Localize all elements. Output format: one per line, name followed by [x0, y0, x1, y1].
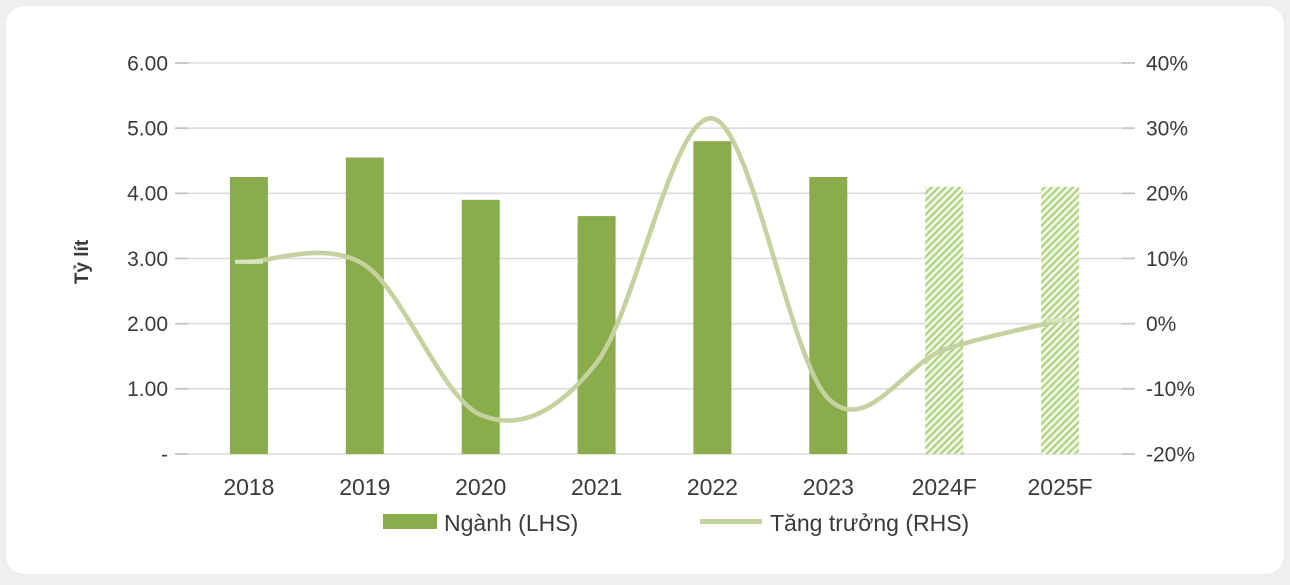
- right-axis-tick-label: 30%: [1146, 118, 1188, 141]
- x-axis-label-2020: 2020: [455, 474, 506, 500]
- right-axis-tick-label: 10%: [1146, 248, 1188, 271]
- legend: Ngành (LHS) Tăng trưởng (RHS): [383, 510, 969, 536]
- x-axis-label-2021: 2021: [571, 474, 622, 500]
- x-axis-label-2024F: 2024F: [912, 474, 977, 500]
- bar-2023: [809, 177, 847, 454]
- x-axis-label-2025F: 2025F: [1027, 474, 1092, 500]
- legend-bar-label: Ngành (LHS): [444, 510, 578, 536]
- x-axis-label-2018: 2018: [223, 474, 274, 500]
- x-axis-label-2022: 2022: [687, 474, 738, 500]
- bar-2018: [230, 177, 268, 454]
- right-axis-tick-label: 0%: [1146, 313, 1176, 336]
- left-axis-tick-label: 4.00: [127, 183, 168, 206]
- bar-2022: [693, 141, 731, 454]
- legend-bar-swatch: [383, 514, 437, 529]
- bar-2019: [346, 158, 384, 455]
- left-axis-title: Tỷ lít: [72, 239, 93, 284]
- left-axis-tick-label: 6.00: [127, 52, 168, 75]
- right-axis-tick-label: -20%: [1146, 443, 1195, 466]
- right-axis-tick-label: 40%: [1146, 52, 1188, 75]
- left-axis-tick-label: 1.00: [127, 378, 168, 401]
- left-axis-tick-label: 2.00: [127, 313, 168, 336]
- legend-line-label: Tăng trưởng (RHS): [770, 510, 969, 536]
- left-axis-tick-label: -: [161, 443, 168, 466]
- bar-2024F-forecast: [925, 187, 963, 454]
- left-axis-tick-label: 3.00: [127, 248, 168, 271]
- right-axis-tick-label: -10%: [1146, 378, 1195, 401]
- x-axis-label-2019: 2019: [339, 474, 390, 500]
- left-axis-tick-label: 5.00: [127, 118, 168, 141]
- right-axis-tick-label: 20%: [1146, 183, 1188, 206]
- x-axis-label-2023: 2023: [803, 474, 854, 500]
